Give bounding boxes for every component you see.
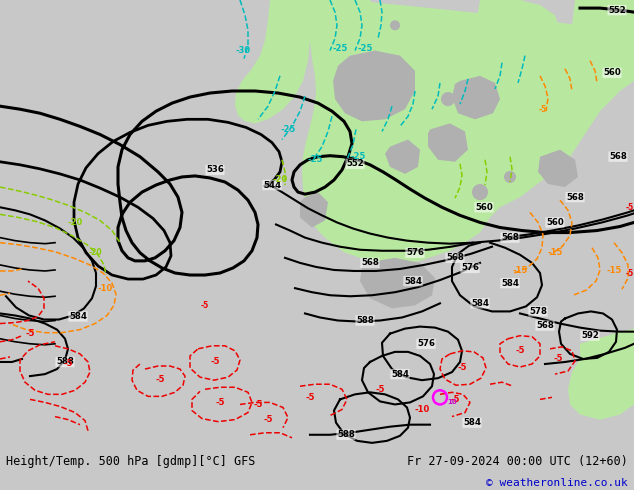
Text: -5: -5 [63,360,73,368]
Text: -5: -5 [201,301,209,310]
Text: -5: -5 [450,395,460,404]
Text: 584: 584 [391,369,409,379]
Text: -5: -5 [210,358,220,367]
Text: -5: -5 [263,415,273,424]
Text: 568: 568 [446,253,464,262]
Text: 584: 584 [501,279,519,288]
Polygon shape [360,258,435,308]
Polygon shape [235,0,310,123]
Text: 10: 10 [447,399,457,405]
Text: -5: -5 [155,375,165,384]
Text: 576: 576 [406,248,424,257]
Text: 568: 568 [501,233,519,242]
Polygon shape [333,50,415,122]
Text: 568: 568 [536,321,554,330]
Polygon shape [428,123,468,162]
Text: 544: 544 [263,180,281,190]
Text: 592: 592 [581,331,599,340]
Text: -20: -20 [273,175,288,184]
Text: © weatheronline.co.uk: © weatheronline.co.uk [486,478,628,489]
Text: 584: 584 [404,276,422,286]
Text: -5: -5 [539,105,547,114]
Polygon shape [572,0,634,63]
Text: 584: 584 [471,299,489,308]
Text: 560: 560 [475,203,493,212]
Text: 588: 588 [56,358,74,367]
Text: -10: -10 [415,405,430,414]
Text: -5: -5 [253,400,262,409]
Text: -20: -20 [88,248,102,257]
Text: 584: 584 [69,312,87,321]
Polygon shape [477,0,560,61]
Text: -25: -25 [351,152,366,161]
Text: -15: -15 [547,248,563,257]
Text: -15: -15 [606,267,622,275]
Text: -25: -25 [332,44,347,53]
Circle shape [390,20,400,30]
Polygon shape [325,0,380,43]
Polygon shape [385,140,420,174]
Text: -25: -25 [358,44,373,53]
Text: 560: 560 [603,68,621,77]
Text: 552: 552 [608,5,626,15]
Circle shape [441,92,455,106]
Circle shape [472,184,488,200]
Text: 576: 576 [461,264,479,272]
Text: -20: -20 [67,218,82,227]
Text: -30: -30 [235,46,250,55]
Circle shape [504,171,516,183]
Polygon shape [568,329,634,419]
Text: -5: -5 [626,203,634,212]
Polygon shape [452,76,500,119]
Text: 568: 568 [361,258,379,268]
Text: -10: -10 [98,284,113,293]
Text: 576: 576 [417,339,435,348]
Text: 568: 568 [609,152,627,161]
Text: 578: 578 [529,307,547,316]
Text: -5: -5 [515,346,525,355]
Text: -5: -5 [457,363,467,371]
Polygon shape [538,149,578,187]
Text: 568: 568 [566,193,584,202]
Text: -5: -5 [25,329,35,338]
Text: 584: 584 [463,418,481,427]
Polygon shape [302,0,634,263]
Text: 560: 560 [546,218,564,227]
Text: -5: -5 [626,269,634,277]
Text: 536: 536 [206,165,224,174]
Text: 552: 552 [346,159,364,168]
Text: 588: 588 [337,430,355,439]
Text: Fr 27-09-2024 00:00 UTC (12+60): Fr 27-09-2024 00:00 UTC (12+60) [407,455,628,468]
Text: -5: -5 [553,354,563,364]
Polygon shape [300,192,328,227]
Text: -5: -5 [305,393,314,402]
Text: 588: 588 [356,316,374,325]
Text: Height/Temp. 500 hPa [gdmp][°C] GFS: Height/Temp. 500 hPa [gdmp][°C] GFS [6,455,256,468]
Text: -5: -5 [375,385,385,394]
Text: -25: -25 [307,155,323,164]
Text: -5: -5 [216,398,224,407]
Text: -15: -15 [512,267,527,275]
Text: -25: -25 [280,125,295,134]
